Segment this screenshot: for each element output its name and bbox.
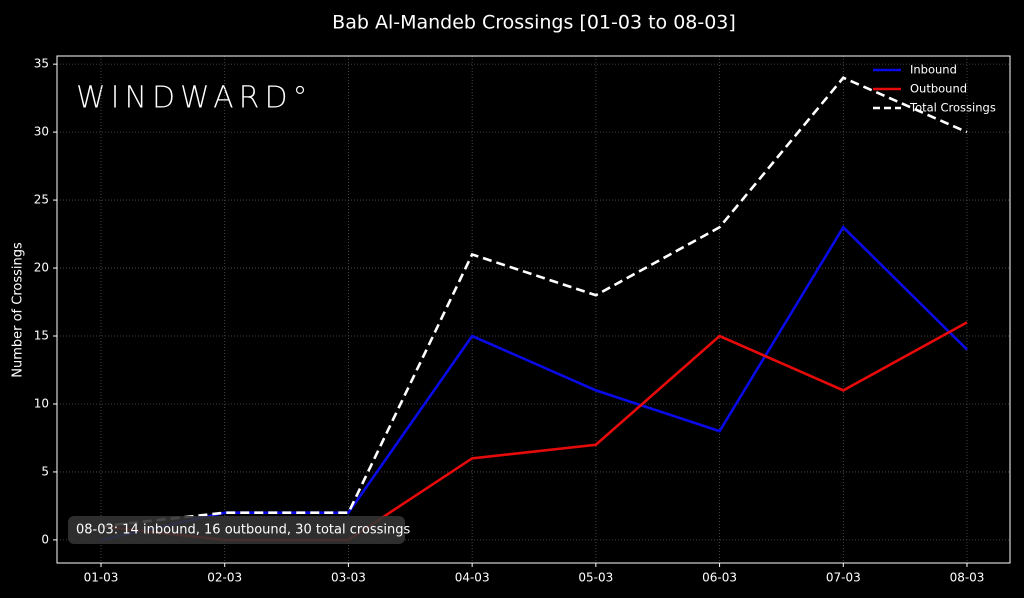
y-tick-label: 30 [34, 125, 49, 139]
chart-title: Bab Al-Mandeb Crossings [01-03 to 08-03] [332, 12, 736, 34]
x-tick-label: 04-03 [455, 571, 490, 585]
x-tick-label: 02-03 [207, 571, 242, 585]
x-tick-label: 05-03 [578, 571, 613, 585]
annotation-box [68, 516, 405, 544]
y-tick-label: 15 [34, 329, 49, 343]
x-tick-label: 03-03 [331, 571, 366, 585]
x-tick-label: 08-03 [950, 571, 985, 585]
legend-label: Total Crossings [909, 101, 996, 115]
y-tick-label: 5 [41, 464, 49, 478]
legend-label: Outbound [910, 82, 967, 96]
y-tick-label: 35 [34, 57, 49, 71]
annotation: 08-03: 14 inbound, 16 outbound, 30 total… [76, 523, 411, 538]
y-tick-label: 20 [34, 261, 49, 275]
legend-label: Inbound [910, 63, 957, 77]
plot-frame [56, 55, 1011, 564]
y-tick-label: 25 [34, 193, 49, 207]
x-tick-label: 01-03 [84, 571, 119, 585]
y-tick-label: 10 [34, 396, 49, 410]
x-tick-label: 06-03 [702, 571, 737, 585]
x-tick-label: 07-03 [826, 571, 861, 585]
logo: WINDWARD° [76, 81, 313, 116]
series-line [100, 76, 968, 528]
y-tick-label: 0 [41, 532, 49, 546]
y-axis-label: Number of Crossings [11, 242, 26, 378]
